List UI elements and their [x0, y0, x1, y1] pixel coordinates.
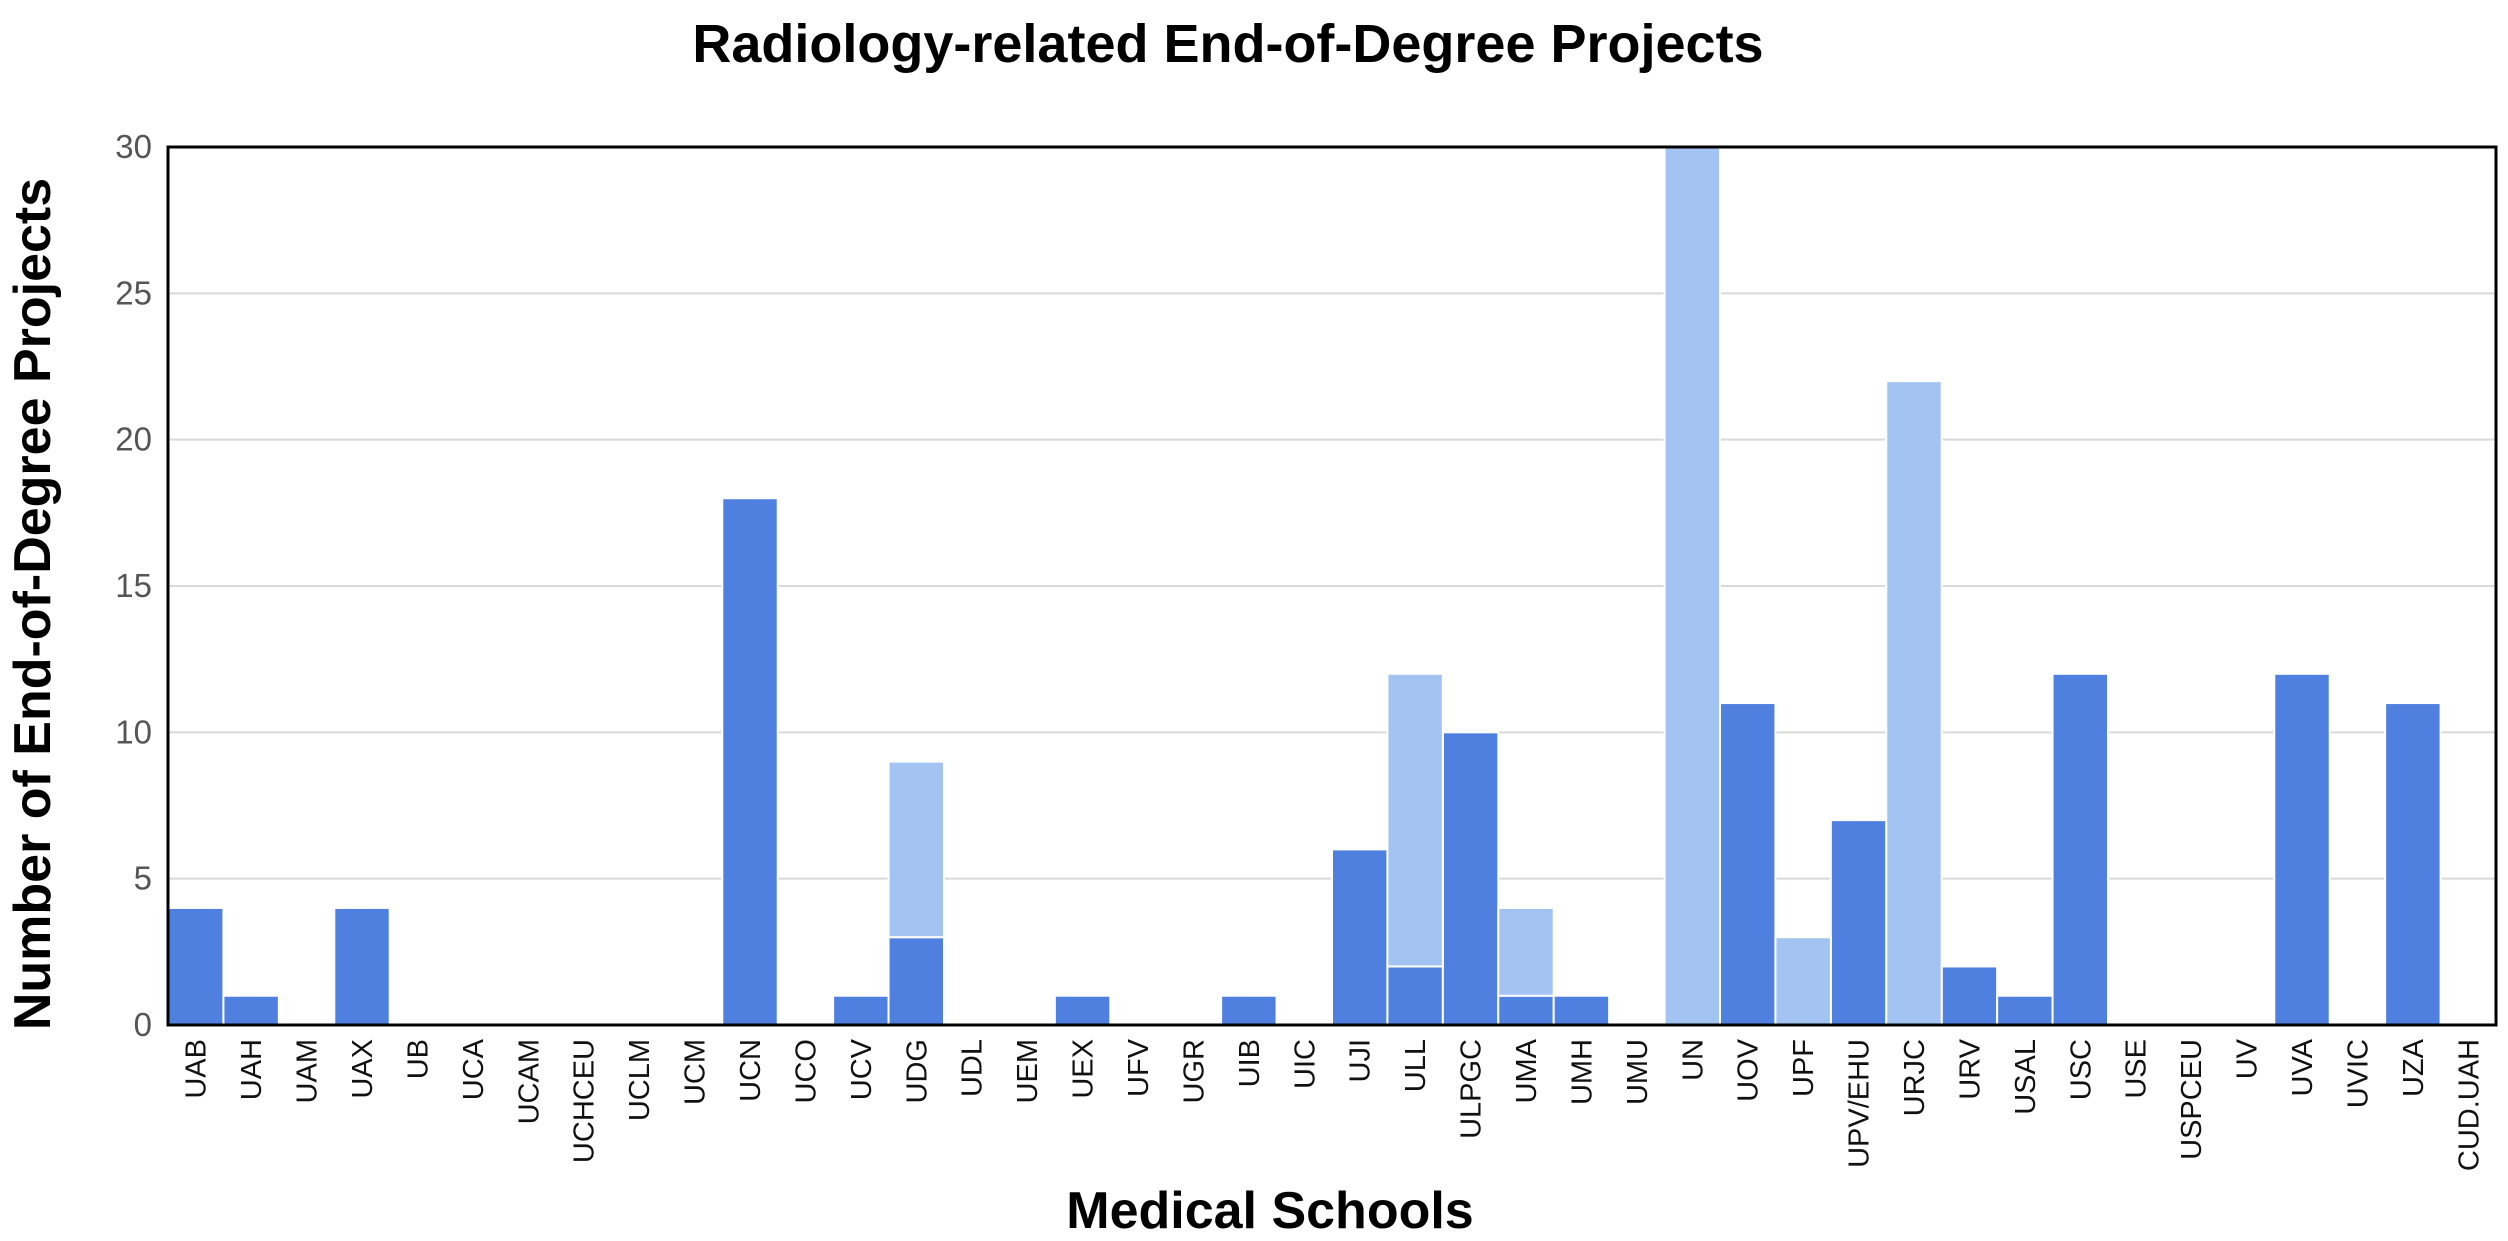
- y-tick-label: 30: [115, 128, 152, 165]
- bar-uax-s1: [333, 906, 391, 1027]
- x-tick-label: USPCEU: [2176, 1039, 2208, 1160]
- x-tick-label: USE: [2121, 1039, 2153, 1099]
- x-tick-label: UIB: [1234, 1039, 1266, 1087]
- x-tick-label: UOV: [1733, 1038, 1765, 1102]
- bar-uza-s1: [2384, 702, 2442, 1026]
- bar-uah-s1: [222, 994, 280, 1027]
- x-tick-label: UEM: [1012, 1039, 1044, 1103]
- x-tick-label: UIC: [1289, 1039, 1321, 1089]
- bar-uva-s1: [2273, 672, 2331, 1026]
- x-tick-label: UAB: [181, 1039, 213, 1099]
- bar-ull-s2: [1386, 672, 1444, 968]
- x-tick-label: UVA: [2287, 1038, 2319, 1096]
- bar-umh-s1: [1552, 994, 1611, 1027]
- x-tick-label: UDG: [901, 1039, 933, 1103]
- bar-urjc-s2: [1885, 380, 1943, 1026]
- bars: [167, 146, 2442, 1027]
- bar-uov-s1: [1719, 702, 1777, 1026]
- x-tick-label: UJI: [1345, 1039, 1377, 1083]
- x-tick-label: UMH: [1566, 1039, 1598, 1105]
- x-tick-label: UMA: [1511, 1038, 1543, 1103]
- x-tick-label: UAH: [236, 1039, 268, 1100]
- bar-upf-s2: [1774, 936, 1832, 1027]
- x-tick-label: UMU: [1622, 1039, 1654, 1105]
- chart-title: Radiology-related End-of-Degree Projects: [692, 14, 1763, 74]
- x-tick-label: UV: [2232, 1038, 2264, 1079]
- x-tick-label: UCN: [735, 1039, 767, 1102]
- y-axis-title: Number of End-of-Degree Projects: [4, 178, 62, 1030]
- x-tick-label: UVIC: [2342, 1039, 2374, 1108]
- x-tick-label: UCHCEU: [569, 1039, 601, 1163]
- x-tick-label: UAM: [292, 1039, 324, 1103]
- x-tick-label: URV: [1954, 1038, 1986, 1099]
- y-tick-label: 25: [115, 274, 152, 311]
- y-tick-label: 10: [115, 713, 152, 750]
- bar-ull-s1: [1386, 965, 1444, 1027]
- y-tick-label: 15: [115, 567, 152, 604]
- x-tick-labels: UAB UAH UAM UAX UB UCA UCAM UCHCEU UCLM UCM UCN UCO…: [181, 1038, 2486, 1171]
- x-tick-label: UZA: [2398, 1038, 2430, 1097]
- x-tick-label: UB: [402, 1039, 434, 1079]
- x-tick-label: UPV/EHU: [1844, 1039, 1876, 1168]
- x-tick-label: UEX: [1068, 1039, 1100, 1099]
- y-tick-labels: 0 5 10 15 20 25 30: [115, 128, 152, 1043]
- x-tick-label: USAL: [2010, 1039, 2042, 1115]
- x-tick-label: ULPGC: [1456, 1039, 1488, 1139]
- y-tick-label: 5: [134, 860, 152, 897]
- y-tick-label: 20: [115, 421, 152, 458]
- x-tick-label: USC: [2065, 1039, 2097, 1100]
- bar-uji-s1: [1331, 848, 1389, 1027]
- plot-frame: [166, 145, 2498, 1027]
- x-tick-label: UCO: [790, 1039, 822, 1103]
- x-tick-label: UGR: [1178, 1039, 1210, 1103]
- grid-lines: [168, 292, 2496, 880]
- x-tick-label: UCM: [680, 1039, 712, 1105]
- bar-uab-s1: [167, 906, 225, 1027]
- x-tick-label: UCLM: [624, 1039, 656, 1121]
- x-tick-label: UN: [1677, 1039, 1709, 1081]
- bar-uma-s2: [1497, 906, 1555, 997]
- x-tick-label: CUD.UAH: [2453, 1039, 2485, 1171]
- bar-ucv-s1: [832, 994, 890, 1027]
- y-tick-label: 0: [134, 1006, 152, 1043]
- bar-ucn-s1: [721, 497, 779, 1026]
- bar-udg-s1: [887, 936, 945, 1027]
- bar-urv-s1: [1940, 965, 1999, 1027]
- bar-udg-s2: [887, 760, 945, 939]
- x-tick-label: UCV: [846, 1038, 878, 1100]
- bar-uex-s1: [1053, 994, 1112, 1027]
- x-tick-label: UCAM: [513, 1039, 545, 1124]
- x-tick-label: UFV: [1123, 1038, 1155, 1097]
- bar-usal-s1: [1996, 994, 2054, 1027]
- bar-usc-s1: [2051, 672, 2110, 1026]
- bar-ulpgc-s1: [1441, 731, 1500, 1026]
- bar-uma-s1: [1497, 994, 1555, 1027]
- x-tick-label: UAX: [347, 1039, 379, 1099]
- x-tick-label: ULL: [1400, 1039, 1432, 1092]
- x-axis-title: Medical Schools: [1066, 1182, 1473, 1240]
- bar-uib-s1: [1220, 994, 1278, 1027]
- bar-upv-ehu-s1: [1829, 819, 1888, 1027]
- x-tick-label: UDL: [957, 1039, 989, 1097]
- x-tick-label: URJC: [1899, 1039, 1931, 1116]
- x-tick-label: UCA: [458, 1038, 490, 1100]
- bar-un-s2: [1663, 146, 1721, 1026]
- x-tick-label: UPF: [1788, 1039, 1820, 1097]
